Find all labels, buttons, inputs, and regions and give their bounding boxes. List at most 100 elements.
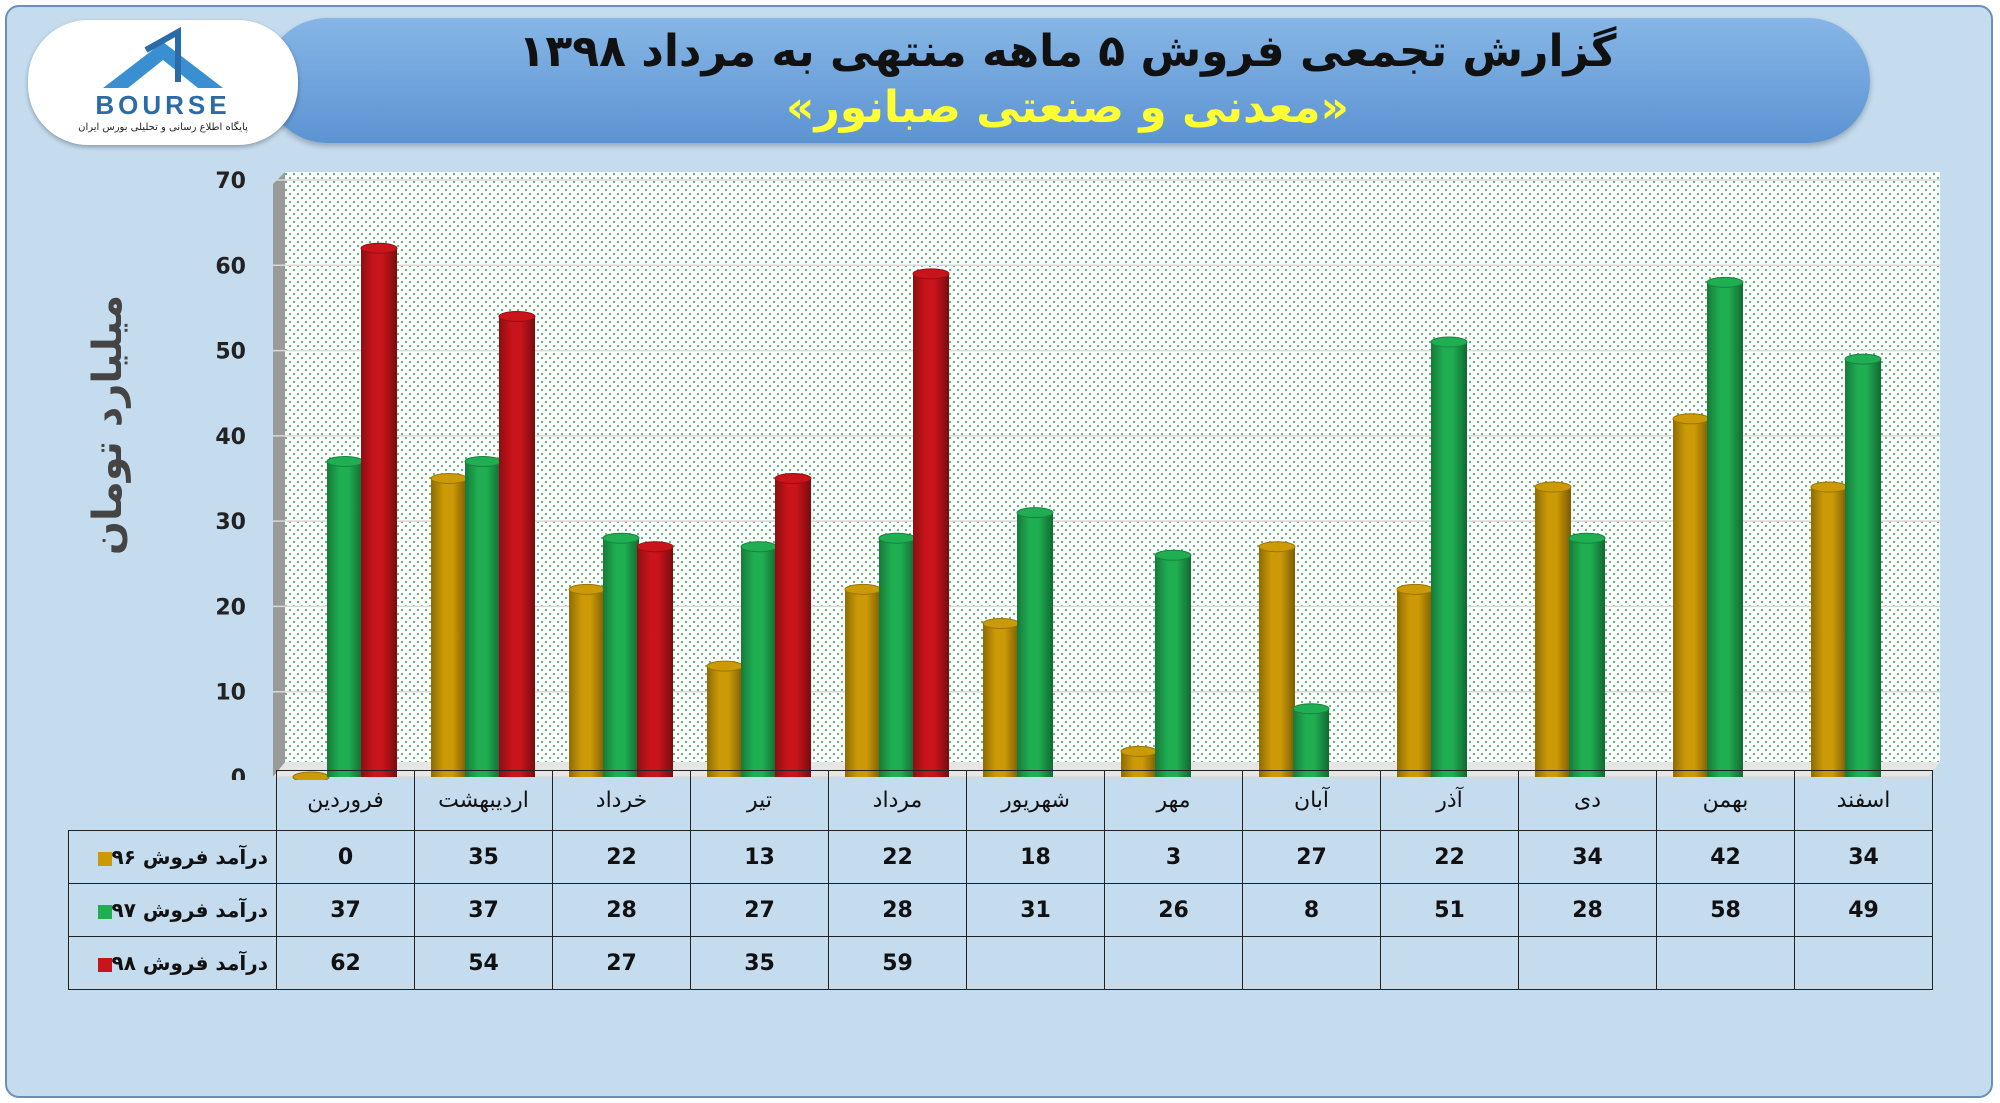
bar xyxy=(602,532,640,777)
data-value: 26 xyxy=(1104,883,1243,937)
bar-body xyxy=(1811,487,1847,777)
bar-cap xyxy=(1120,745,1158,757)
bar xyxy=(1706,276,1744,777)
y-tick-label: 10 xyxy=(215,681,246,706)
x-tick-label: بهمن xyxy=(1656,770,1795,831)
data-value: 18 xyxy=(966,830,1105,884)
data-value xyxy=(1794,936,1933,990)
x-tick-label: فروردین xyxy=(276,770,415,831)
data-value: 58 xyxy=(1656,883,1795,937)
data-value xyxy=(1518,936,1657,990)
bar-cap xyxy=(602,532,640,544)
bar-cap xyxy=(1810,481,1848,493)
bar xyxy=(774,473,812,777)
bar-cap xyxy=(360,242,398,254)
data-value xyxy=(1104,936,1243,990)
bar-cap xyxy=(1844,353,1882,365)
bar-body xyxy=(1397,589,1433,777)
data-table: فروردین اردیبهشت خرداد تیر مرداد شهریور مهر آبا… xyxy=(68,770,1933,990)
bar xyxy=(360,242,398,777)
data-value: 62 xyxy=(276,936,415,990)
bar-body xyxy=(327,461,363,777)
bourse-logo: BOURSE پایگاه اطلاع رسانی و تحلیلی بورس … xyxy=(28,20,298,145)
bar xyxy=(1154,549,1192,777)
y-tick-label: 40 xyxy=(215,425,246,450)
bar-cap xyxy=(706,660,744,672)
bar-cap xyxy=(1568,532,1606,544)
y-tick-label: 70 xyxy=(215,169,246,194)
legend-label: درآمد فروش ۹۸ xyxy=(111,951,268,975)
data-value: 0 xyxy=(276,830,415,884)
data-value: 28 xyxy=(1518,883,1657,937)
bar-body xyxy=(879,538,915,777)
bar-body xyxy=(1259,546,1295,777)
bar-cap xyxy=(1672,413,1710,425)
bar-body xyxy=(1155,555,1191,777)
data-value: 27 xyxy=(552,936,691,990)
x-tick-label: اردیبهشت xyxy=(414,770,553,831)
bar xyxy=(912,268,950,777)
bar-body xyxy=(913,273,949,777)
legend-label: درآمد فروش ۹۷ xyxy=(111,898,268,922)
y-tick-label: 30 xyxy=(215,510,246,535)
bar-cap xyxy=(1258,541,1296,553)
bar xyxy=(1672,413,1710,777)
bar xyxy=(1120,745,1158,777)
table-row: درآمد فروش ۹۷ 37 37 28 27 28 31 26 8 51 28 58 49 xyxy=(68,883,1933,937)
data-value xyxy=(1242,936,1381,990)
data-value xyxy=(966,936,1105,990)
bar-cap xyxy=(844,583,882,595)
legend-entry: درآمد فروش ۹۷ xyxy=(68,883,277,937)
chart-subtitle: «معدنی و صنعتی صبانور» xyxy=(786,82,1349,133)
bar-cap xyxy=(326,455,364,467)
bar xyxy=(1430,336,1468,777)
x-tick-label: شهریور xyxy=(966,770,1105,831)
bar xyxy=(1396,583,1434,777)
legend-label: درآمد فروش ۹۶ xyxy=(111,845,268,869)
logo-text: BOURSE xyxy=(95,90,231,120)
bar xyxy=(740,541,778,777)
bar-body xyxy=(1535,487,1571,777)
bar-body xyxy=(845,589,881,777)
data-value: 22 xyxy=(1380,830,1519,884)
bar-cap xyxy=(878,532,916,544)
data-value: 51 xyxy=(1380,883,1519,937)
bar xyxy=(326,455,364,777)
bar-body xyxy=(1673,418,1709,777)
data-value: 22 xyxy=(552,830,691,884)
data-value: 49 xyxy=(1794,883,1933,937)
bar xyxy=(844,583,882,777)
bar-body xyxy=(603,538,639,777)
bar-cap xyxy=(498,310,536,322)
legend-entry: درآمد فروش ۹۶ xyxy=(68,830,277,884)
bar-cap xyxy=(568,583,606,595)
bar xyxy=(464,455,502,777)
x-tick-label: آبان xyxy=(1242,770,1381,831)
bar-cap xyxy=(1016,507,1054,519)
y-tick-label: 50 xyxy=(215,340,246,365)
bar-body xyxy=(983,623,1019,777)
bar-body xyxy=(1707,282,1743,777)
table-corner xyxy=(69,771,277,831)
bar-body xyxy=(707,666,743,777)
bar-cap xyxy=(1154,549,1192,561)
bar-cap xyxy=(464,455,502,467)
x-tick-label: اسفند xyxy=(1794,770,1933,831)
data-value: 34 xyxy=(1518,830,1657,884)
bar xyxy=(498,310,536,777)
bar xyxy=(1568,532,1606,777)
bar-body xyxy=(1845,359,1881,777)
data-value: 34 xyxy=(1794,830,1933,884)
bar xyxy=(1810,481,1848,777)
data-value: 54 xyxy=(414,936,553,990)
legend-entry: درآمد فروش ۹۸ xyxy=(68,936,277,990)
table-row: درآمد فروش ۹۸ 62 54 27 35 59 xyxy=(68,936,1933,990)
x-tick-label: مهر xyxy=(1104,770,1243,831)
bar-body xyxy=(431,478,467,777)
bar-body xyxy=(1017,512,1053,777)
table-row: درآمد فروش ۹۶ 0 35 22 13 22 18 3 27 22 34 42 34 xyxy=(68,830,1933,884)
bar-cap xyxy=(740,541,778,553)
bar-cap xyxy=(430,473,468,484)
bar-body xyxy=(637,546,673,777)
chart-side-wall xyxy=(273,172,285,777)
